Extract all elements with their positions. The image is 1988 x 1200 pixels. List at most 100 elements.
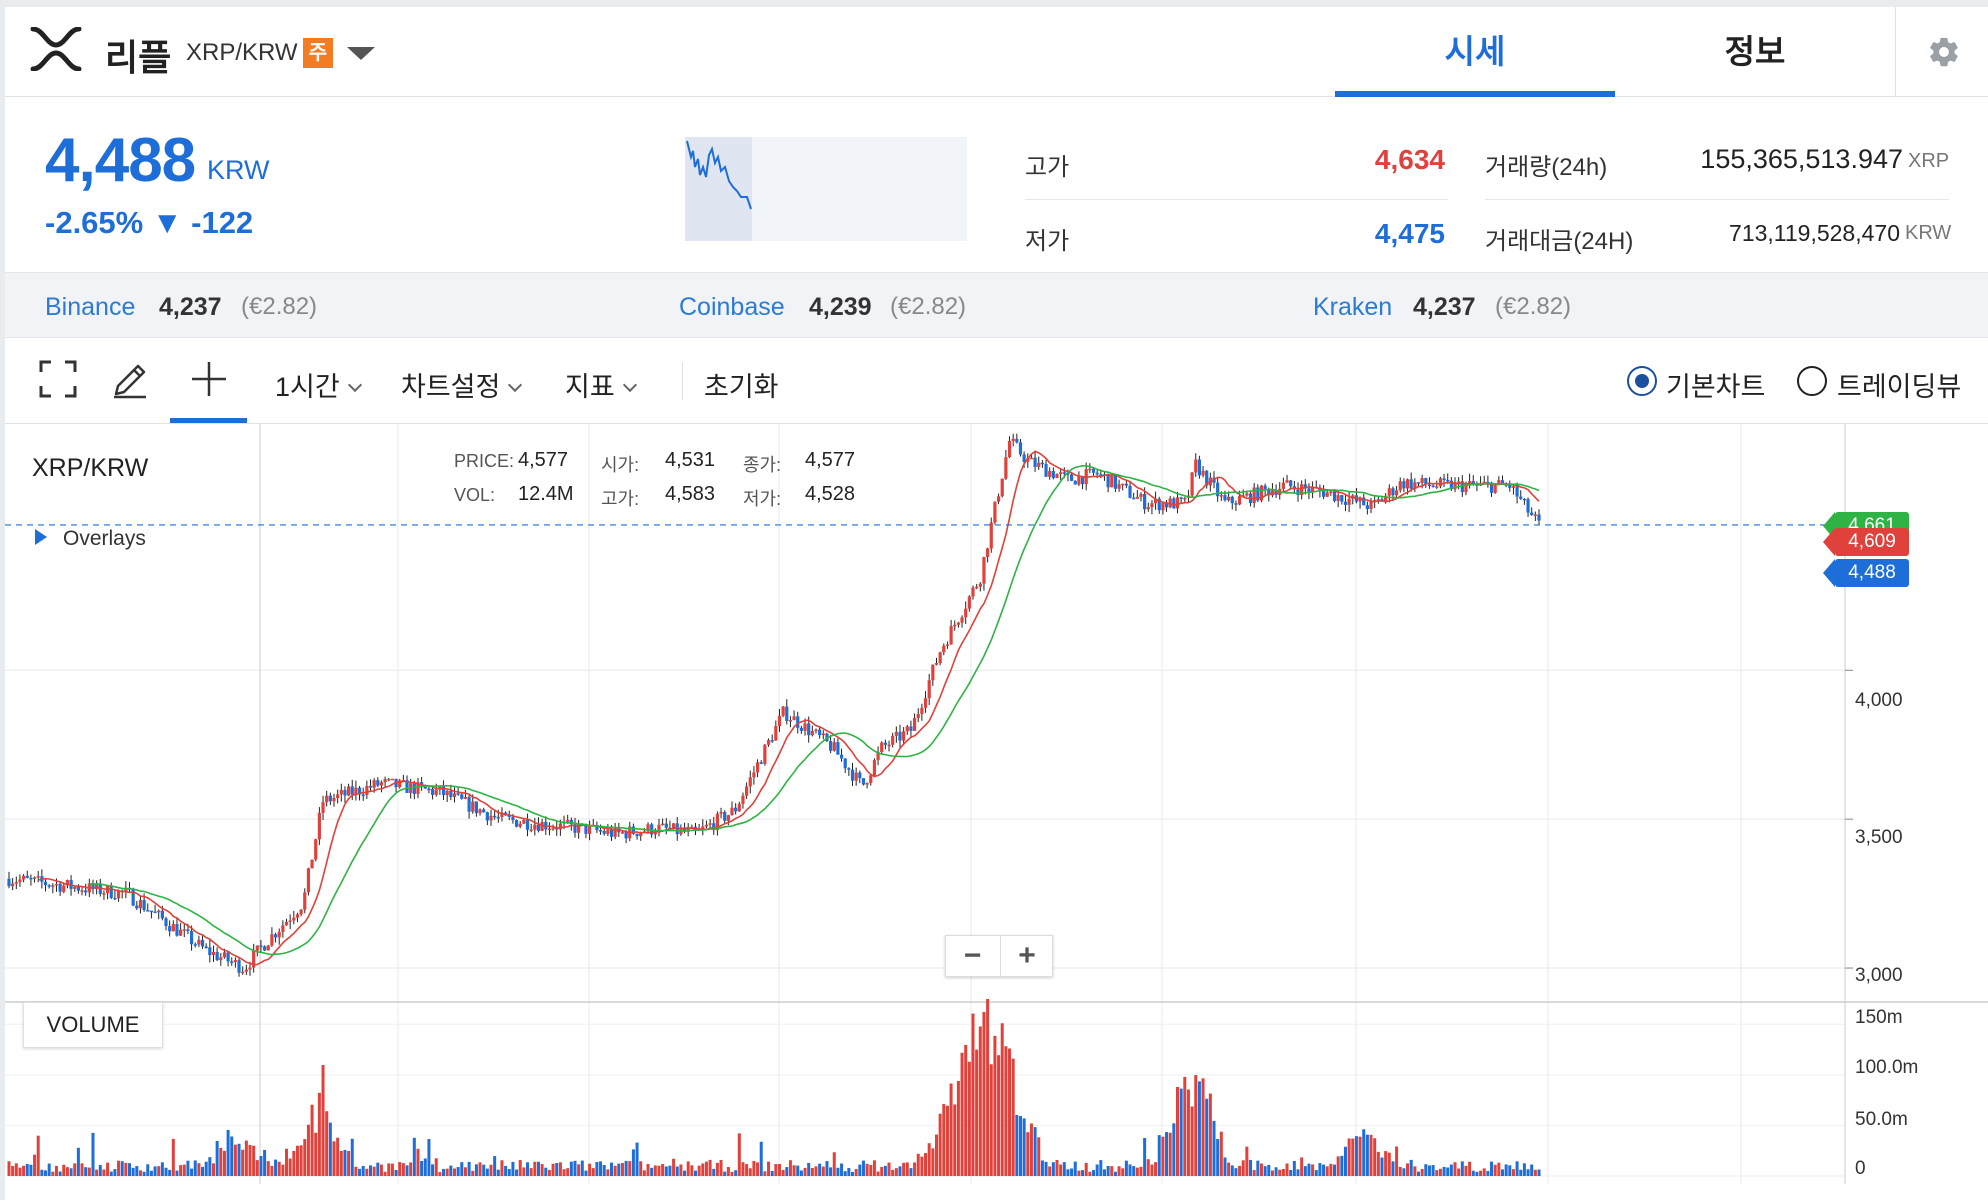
volume-bar bbox=[902, 1162, 906, 1176]
header-bar: 리플 XRP/KRW 주 시세 정보 bbox=[5, 7, 1988, 97]
volume-bar bbox=[741, 1162, 745, 1176]
candle-body bbox=[244, 969, 248, 972]
coin-name[interactable]: 리플 bbox=[105, 37, 172, 78]
zoom-in-button[interactable]: + bbox=[1000, 936, 1053, 976]
candle-body bbox=[157, 910, 161, 913]
volume-bar bbox=[474, 1164, 478, 1176]
volume-bar bbox=[1343, 1146, 1347, 1176]
candle-body bbox=[398, 780, 402, 788]
candle-body bbox=[332, 797, 336, 802]
crosshair-icon[interactable] bbox=[190, 360, 228, 398]
candle-body bbox=[131, 889, 135, 906]
candle-body bbox=[62, 885, 66, 892]
volume-bar bbox=[1519, 1169, 1523, 1176]
volume-bar bbox=[1354, 1136, 1358, 1176]
volume-bar bbox=[536, 1161, 540, 1176]
current-price: 4,488 bbox=[45, 126, 196, 195]
candle-body bbox=[964, 608, 968, 618]
candle-body bbox=[1380, 499, 1384, 501]
candle-body bbox=[350, 786, 354, 795]
candle-body bbox=[109, 885, 113, 898]
candle-body bbox=[1413, 482, 1417, 489]
candle-body bbox=[226, 952, 230, 962]
exchange-coinbase-name[interactable]: Coinbase bbox=[679, 293, 785, 321]
volume-bar bbox=[613, 1165, 617, 1176]
volume-bar bbox=[1373, 1138, 1377, 1176]
pair-label[interactable]: XRP/KRW bbox=[186, 39, 298, 66]
candle-body bbox=[1285, 480, 1289, 483]
candle-body bbox=[29, 877, 33, 880]
volume-bar bbox=[51, 1171, 55, 1176]
volume-bar bbox=[730, 1171, 734, 1176]
volume-bar bbox=[504, 1165, 508, 1176]
volume-bar bbox=[712, 1168, 716, 1176]
candle-body bbox=[54, 883, 59, 886]
volume-bar bbox=[1438, 1168, 1442, 1176]
volume-bar bbox=[697, 1165, 701, 1176]
candle-body bbox=[1325, 492, 1329, 497]
volume-bar bbox=[704, 1161, 708, 1176]
interval-dropdown[interactable]: 1시간 bbox=[275, 365, 362, 404]
volume-bar bbox=[1168, 1132, 1172, 1176]
volume-bar bbox=[562, 1169, 566, 1176]
candle-body bbox=[248, 967, 252, 970]
indicators-dropdown[interactable]: 지표 bbox=[565, 365, 637, 404]
zoom-out-button[interactable]: − bbox=[963, 939, 982, 972]
candle-body bbox=[555, 827, 559, 830]
candle-body bbox=[810, 730, 814, 736]
price-chart[interactable] bbox=[5, 424, 1988, 1200]
basic-chart-label[interactable]: 기본차트 bbox=[1666, 372, 1766, 402]
candle-body bbox=[1263, 485, 1267, 490]
candle-body bbox=[850, 769, 855, 781]
exchange-binance-name[interactable]: Binance bbox=[45, 293, 136, 321]
volume-bar bbox=[1449, 1164, 1453, 1176]
low-label: 저가 bbox=[1025, 228, 1070, 255]
price-change: -2.65% ▼ -122 bbox=[45, 205, 254, 240]
settings-button[interactable] bbox=[1895, 7, 1988, 97]
tradingview-radio[interactable] bbox=[1797, 366, 1827, 396]
volume-bar bbox=[843, 1171, 847, 1176]
candle-body bbox=[189, 930, 194, 945]
candle-body bbox=[898, 731, 902, 741]
candle-body bbox=[1077, 476, 1081, 485]
volume-bar bbox=[653, 1165, 657, 1176]
candle-body bbox=[314, 839, 318, 860]
candle-body bbox=[573, 824, 577, 833]
volume-bar bbox=[1095, 1164, 1099, 1176]
coin-dropdown-caret-icon[interactable] bbox=[347, 47, 375, 60]
candle-body bbox=[277, 931, 281, 938]
candle-body bbox=[7, 878, 11, 887]
volume-bar bbox=[960, 1052, 964, 1176]
volume-bar bbox=[336, 1137, 340, 1176]
volume-bar bbox=[175, 1170, 179, 1176]
candle-body bbox=[1311, 486, 1315, 493]
volume-bar bbox=[1289, 1170, 1293, 1176]
price-axis-label: 4,000 bbox=[1855, 690, 1903, 711]
candle-body bbox=[818, 729, 822, 736]
legend-low-label: 저가: bbox=[743, 489, 782, 509]
volume-bar bbox=[449, 1165, 453, 1176]
tab-market-price[interactable]: 시세 bbox=[1335, 7, 1615, 97]
chart-settings-dropdown[interactable]: 차트설정 bbox=[401, 365, 523, 404]
volume-bar bbox=[197, 1163, 201, 1176]
reset-button[interactable]: 초기화 bbox=[704, 372, 779, 402]
volume-bar bbox=[62, 1164, 66, 1176]
volume-bar bbox=[1033, 1127, 1037, 1176]
overlays-toggle[interactable]: Overlays bbox=[35, 527, 146, 551]
candle-body bbox=[1497, 480, 1501, 485]
tab-info[interactable]: 정보 bbox=[1724, 33, 1786, 70]
volume-bar bbox=[785, 1167, 789, 1176]
exchange-kraken-name[interactable]: Kraken bbox=[1313, 293, 1393, 321]
pencil-draw-icon[interactable] bbox=[110, 360, 150, 400]
ma-long-line bbox=[89, 464, 1540, 956]
volume-bar bbox=[1044, 1161, 1048, 1176]
volume-bar bbox=[135, 1166, 139, 1176]
basic-chart-radio[interactable] bbox=[1627, 366, 1657, 396]
fullscreen-icon[interactable] bbox=[39, 360, 77, 398]
candle-body bbox=[441, 786, 446, 796]
candle-body bbox=[1029, 457, 1034, 460]
volume-bar bbox=[482, 1164, 486, 1176]
tradingview-label[interactable]: 트레이딩뷰 bbox=[1837, 372, 1962, 402]
candle-body bbox=[1362, 497, 1366, 506]
volume-bar bbox=[1522, 1163, 1526, 1176]
